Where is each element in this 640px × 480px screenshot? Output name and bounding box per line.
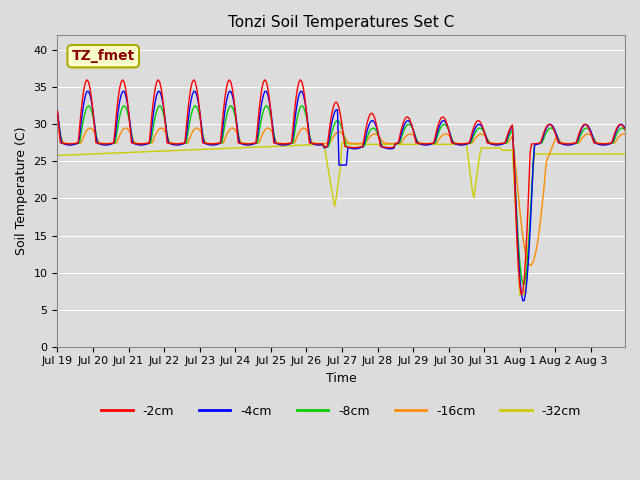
Title: Tonzi Soil Temperatures Set C: Tonzi Soil Temperatures Set C	[228, 15, 454, 30]
-32cm	[338, 140, 346, 146]
-16cm	[620, 131, 627, 137]
-8cm	[54, 114, 61, 120]
-8cm	[84, 103, 92, 108]
-4cm	[73, 141, 81, 146]
-32cm	[620, 151, 627, 157]
-4cm	[54, 108, 61, 114]
-4cm	[83, 88, 91, 94]
-4cm	[545, 121, 553, 127]
-16cm	[54, 127, 61, 133]
-2cm	[460, 141, 467, 147]
-32cm	[516, 292, 524, 298]
-32cm	[460, 142, 467, 147]
-4cm	[621, 125, 629, 131]
-8cm	[460, 142, 467, 147]
-4cm	[460, 142, 467, 148]
-16cm	[86, 125, 94, 131]
Text: TZ_fmet: TZ_fmet	[72, 49, 135, 63]
Line: -2cm: -2cm	[58, 80, 625, 294]
X-axis label: Time: Time	[326, 372, 356, 385]
Line: -4cm: -4cm	[58, 91, 625, 300]
-8cm	[621, 127, 629, 133]
-16cm	[460, 141, 467, 146]
Line: -32cm: -32cm	[58, 143, 625, 295]
-32cm	[621, 151, 629, 157]
-4cm	[620, 123, 627, 129]
-8cm	[347, 144, 355, 150]
-8cm	[620, 126, 627, 132]
-8cm	[520, 281, 528, 287]
Y-axis label: Soil Temperature (C): Soil Temperature (C)	[15, 127, 28, 255]
-2cm	[54, 108, 61, 114]
Line: -16cm: -16cm	[58, 128, 625, 265]
-2cm	[545, 121, 553, 127]
-4cm	[519, 298, 527, 303]
-2cm	[620, 124, 627, 130]
-4cm	[92, 133, 100, 139]
-32cm	[73, 152, 81, 157]
-32cm	[347, 142, 355, 147]
-16cm	[526, 263, 534, 268]
Legend: -2cm, -4cm, -8cm, -16cm, -32cm: -2cm, -4cm, -8cm, -16cm, -32cm	[97, 400, 586, 423]
-4cm	[347, 145, 355, 151]
-32cm	[54, 153, 61, 158]
-16cm	[92, 132, 100, 138]
-2cm	[347, 144, 355, 150]
-32cm	[91, 151, 99, 157]
-16cm	[621, 132, 629, 137]
-2cm	[83, 77, 91, 83]
-2cm	[621, 127, 629, 132]
-32cm	[545, 151, 553, 157]
-8cm	[92, 131, 100, 136]
-2cm	[73, 140, 81, 146]
-16cm	[73, 141, 81, 146]
-8cm	[545, 126, 553, 132]
-2cm	[517, 291, 525, 297]
-16cm	[545, 151, 553, 157]
-16cm	[347, 140, 355, 146]
Line: -8cm: -8cm	[58, 106, 625, 284]
-2cm	[92, 140, 100, 146]
-8cm	[73, 141, 81, 146]
